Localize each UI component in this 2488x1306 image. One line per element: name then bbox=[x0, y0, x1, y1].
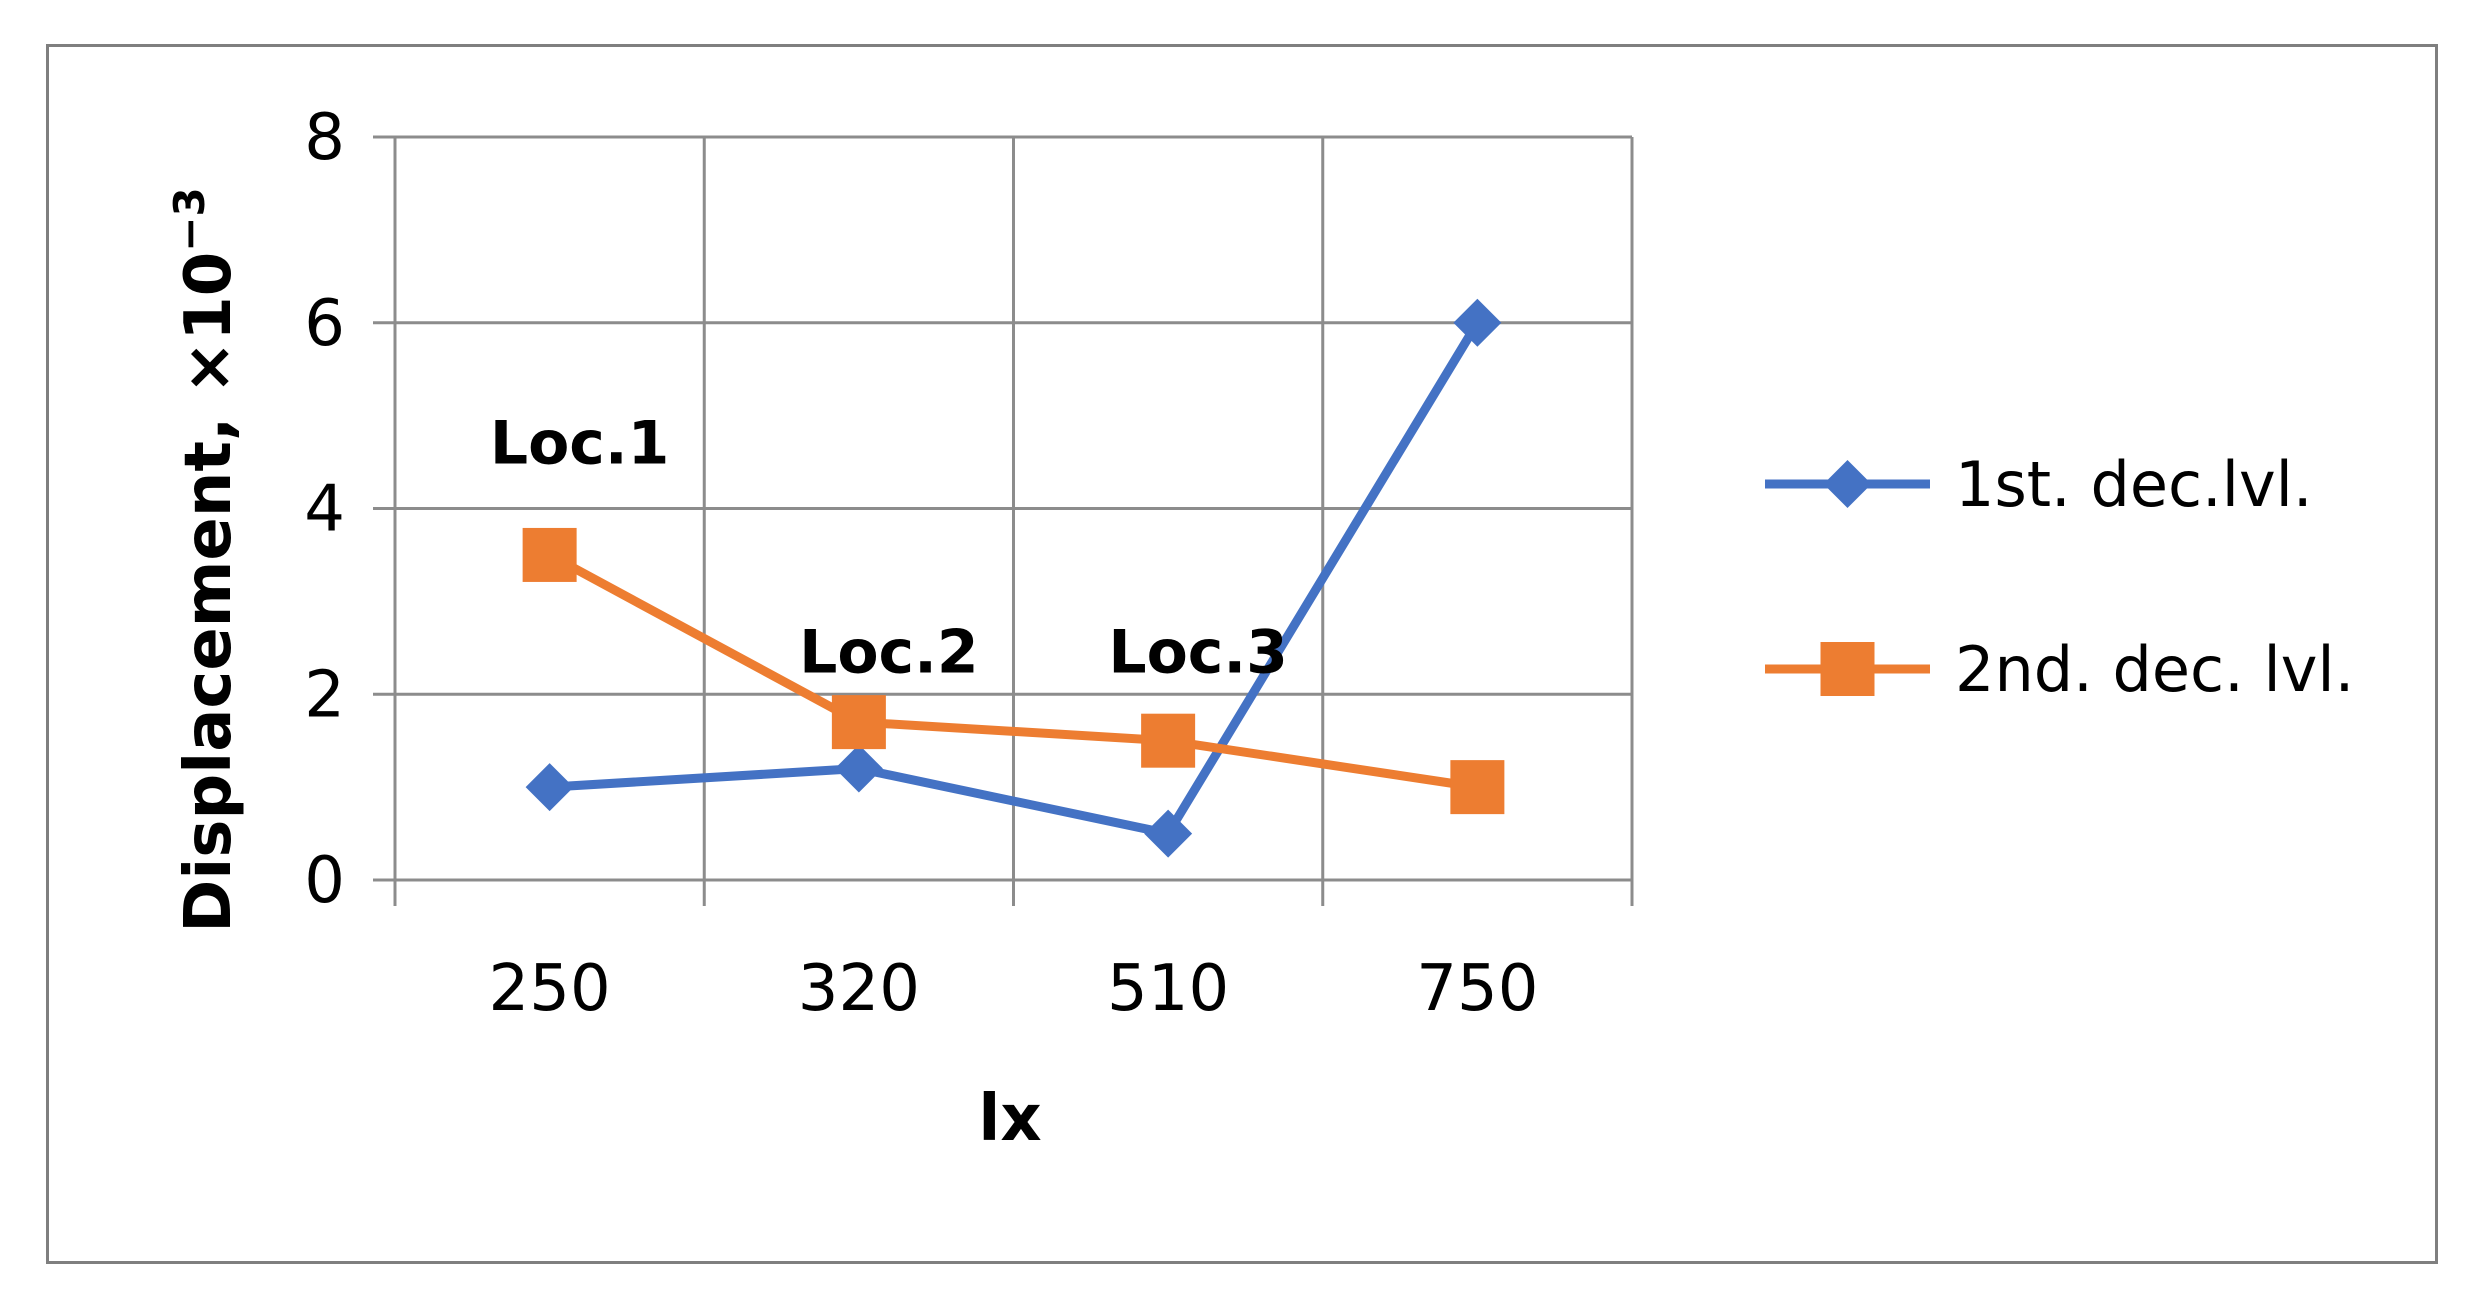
legend-entry-1: 1st. dec.lvl. bbox=[1765, 448, 2313, 521]
series-line bbox=[549, 320, 1482, 839]
grid-lines bbox=[393, 135, 1634, 906]
x-tick-label: 510 bbox=[1107, 952, 1229, 1026]
x-tick-label: 750 bbox=[1416, 952, 1538, 1026]
annotation-label: Loc.3 bbox=[1108, 617, 1288, 687]
data-point bbox=[1450, 760, 1505, 815]
chart-frame bbox=[46, 44, 2438, 1264]
y-axis-title-exponent: −3 bbox=[165, 187, 214, 251]
y-axis-title-group: Displacement, ×10−3 bbox=[165, 187, 246, 932]
x-axis-title: lx bbox=[978, 1082, 1041, 1156]
y-axis-title: Displacement, ×10−3 bbox=[165, 187, 246, 932]
legend: 1st. dec.lvl. 2nd. dec. lvl. bbox=[1765, 448, 2354, 706]
series bbox=[522, 298, 1505, 858]
tick-labels: 0 2 4 6 8 250 320 510 750 bbox=[304, 101, 1538, 1026]
data-point bbox=[522, 527, 577, 582]
data-point bbox=[1453, 298, 1502, 347]
series-2 bbox=[522, 527, 1505, 815]
data-point bbox=[831, 695, 886, 750]
legend-marker bbox=[1820, 642, 1875, 696]
y-tick-label: 4 bbox=[304, 473, 345, 547]
data-point bbox=[525, 763, 574, 812]
annotation-label: Loc.2 bbox=[799, 617, 979, 687]
annotations: Loc.1 Loc.2 Loc.3 bbox=[490, 408, 1288, 687]
legend-label: 2nd. dec. lvl. bbox=[1955, 633, 2354, 706]
data-point bbox=[834, 744, 883, 793]
y-axis-title-text: Displacement, ×10 bbox=[172, 252, 246, 933]
data-point bbox=[1144, 809, 1193, 858]
legend-entry-2: 2nd. dec. lvl. bbox=[1765, 633, 2354, 706]
y-tick-label: 2 bbox=[304, 658, 345, 732]
axes bbox=[373, 135, 395, 882]
legend-label: 1st. dec.lvl. bbox=[1955, 448, 2313, 521]
data-point bbox=[1141, 713, 1196, 768]
y-tick-label: 6 bbox=[304, 287, 345, 361]
series-1 bbox=[525, 298, 1502, 858]
x-tick-label: 320 bbox=[798, 952, 920, 1026]
series-line bbox=[547, 550, 1479, 792]
x-tick-label: 250 bbox=[489, 952, 611, 1026]
legend-marker bbox=[1823, 460, 1872, 508]
y-tick-label: 8 bbox=[304, 101, 345, 175]
y-tick-label: 0 bbox=[304, 844, 345, 918]
annotation-label: Loc.1 bbox=[490, 408, 670, 478]
